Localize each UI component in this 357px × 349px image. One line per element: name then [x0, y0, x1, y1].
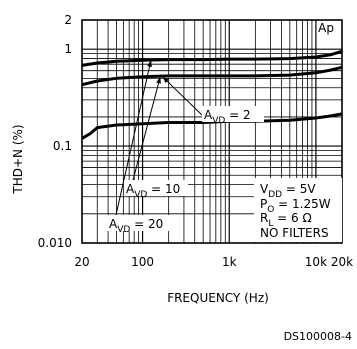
condition-0: VDD = 5V: [260, 182, 316, 200]
series-label-bg-0: [202, 106, 264, 122]
label-arrow-1: [132, 76, 161, 181]
series-label-1: AVD = 10: [126, 182, 180, 200]
tick-labels: 20 100 1k 10k 20k 2 1 0.1 0.010: [38, 13, 354, 269]
figure-id: DS100008-4: [284, 330, 352, 343]
y-tick-label: 2: [64, 13, 72, 27]
x-axis-label: FREQUENCY (Hz): [167, 291, 269, 305]
condition-1: PO = 1.25W: [260, 197, 331, 215]
x-tick-label: 1k: [222, 255, 237, 269]
y-tick-label: 0.010: [38, 236, 72, 250]
y-axis-label: THD+N (%): [11, 124, 25, 194]
corner-label: Ap: [318, 21, 334, 35]
conditions-box: [254, 178, 342, 242]
plot-frame: [81, 19, 343, 244]
series-label-2: AVD = 20: [109, 217, 163, 235]
series-line-2: [81, 112, 343, 140]
x-tick-label: 20k: [331, 255, 353, 269]
condition-3: NO FILTERS: [260, 226, 329, 240]
series-label-0: AVD = 2: [204, 108, 251, 126]
x-tick-label: 100: [131, 255, 154, 269]
series-layer: [81, 49, 343, 140]
label-arrows: [115, 60, 203, 216]
label-arrowhead-1: [156, 76, 161, 84]
label-arrow-2: [115, 60, 152, 216]
label-arrowhead-0: [162, 76, 169, 83]
y-tick-label: 0.1: [53, 139, 72, 153]
x-tick-label: 20: [74, 255, 89, 269]
label-arrow-0: [162, 76, 203, 116]
series-label-bg-2: [107, 215, 171, 231]
y-tick-label: 1: [64, 42, 72, 56]
condition-2: RL = 6 Ω: [260, 211, 312, 229]
series-line-1: [81, 65, 343, 87]
x-tick-label: 10k: [305, 255, 327, 269]
series-label-bg-1: [124, 180, 188, 196]
label-arrowhead-2: [147, 60, 152, 68]
series-line-0: [81, 49, 343, 67]
